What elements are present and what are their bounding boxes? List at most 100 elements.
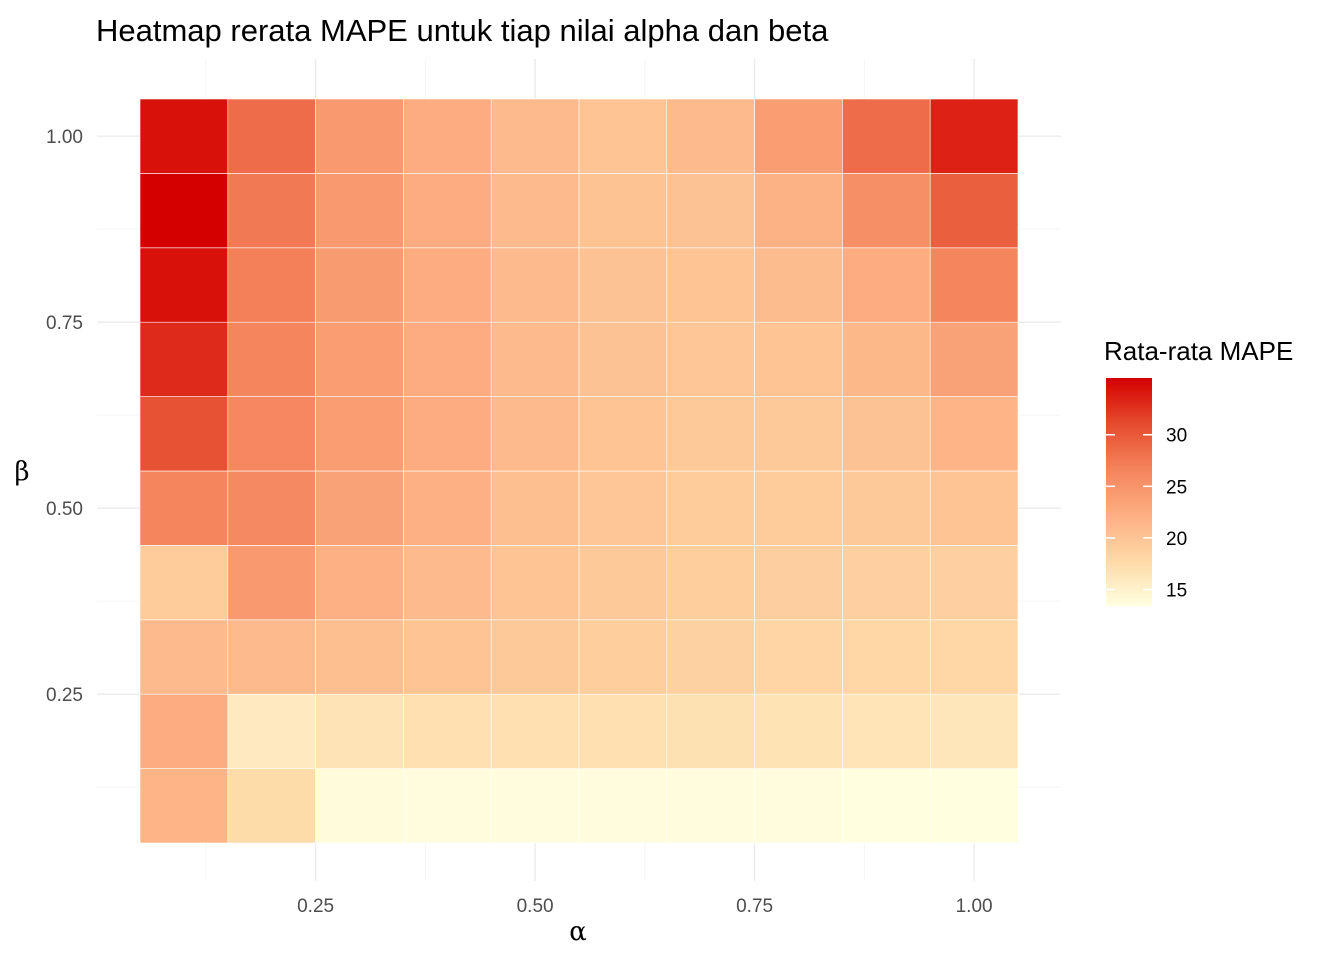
heatmap-cell — [139, 768, 229, 844]
heatmap-cell — [139, 247, 229, 323]
heatmap-cell — [754, 396, 843, 472]
heatmap-cell — [578, 396, 668, 472]
heatmap-cell — [315, 545, 404, 621]
legend: Rata-rata MAPE 30 25 20 15 — [1104, 336, 1293, 606]
heatmap-cell — [754, 173, 843, 249]
heatmap-cell — [754, 545, 843, 621]
heatmap-cell — [666, 619, 755, 695]
heatmap-cell — [929, 396, 1019, 472]
heatmap-cell — [403, 693, 492, 769]
heatmap-cells — [139, 98, 1019, 844]
heatmap-cell — [139, 396, 229, 472]
colorbar-tick-label: 25 — [1166, 477, 1187, 498]
heatmap-cell — [315, 619, 404, 695]
heatmap-cell — [315, 247, 404, 323]
x-tick-label: 1.00 — [956, 896, 993, 917]
heatmap-cell — [666, 470, 755, 546]
heatmap-cell — [754, 321, 843, 397]
y-tick-label: 1.00 — [46, 127, 83, 148]
heatmap-cell — [315, 173, 404, 249]
heatmap-cell — [315, 768, 404, 844]
heatmap-cell — [842, 247, 931, 323]
heatmap-cell — [666, 693, 755, 769]
heatmap-cell — [754, 470, 843, 546]
heatmap-cell — [490, 173, 580, 249]
heatmap-cell — [666, 396, 755, 472]
heatmap-cell — [754, 619, 843, 695]
heatmap-cell — [403, 173, 492, 249]
colorbar — [1106, 378, 1152, 606]
heatmap-cell — [490, 470, 580, 546]
heatmap-cell — [227, 98, 316, 174]
colorbar-tick-label: 30 — [1166, 426, 1187, 447]
heatmap-cell — [403, 321, 492, 397]
heatmap-cell — [227, 321, 316, 397]
heatmap-cell — [227, 247, 316, 323]
colorbar-ticks: 30 25 20 15 — [1106, 426, 1187, 601]
heatmap-cell — [842, 470, 931, 546]
heatmap-cell — [315, 98, 404, 174]
heatmap-cell — [227, 173, 316, 249]
heatmap-cell — [139, 98, 229, 174]
heatmap-cell — [929, 247, 1019, 323]
chart-title: Heatmap rerata MAPE untuk tiap nilai alp… — [96, 13, 829, 48]
heatmap-cell — [315, 470, 404, 546]
heatmap-cell — [929, 768, 1019, 844]
heatmap-cell — [227, 693, 316, 769]
heatmap-cell — [929, 545, 1019, 621]
x-axis-title: α — [569, 917, 587, 947]
heatmap-cell — [666, 247, 755, 323]
heatmap-cell — [666, 321, 755, 397]
heatmap-cell — [227, 470, 316, 546]
heatmap-cell — [490, 693, 580, 769]
heatmap-cell — [842, 98, 931, 174]
heatmap-cell — [754, 247, 843, 323]
heatmap-cell — [842, 321, 931, 397]
heatmap-cell — [842, 619, 931, 695]
heatmap-cell — [315, 693, 404, 769]
heatmap-cell — [842, 545, 931, 621]
heatmap-cell — [490, 98, 580, 174]
heatmap-cell — [490, 768, 580, 844]
heatmap-cell — [842, 768, 931, 844]
heatmap-cell — [403, 470, 492, 546]
heatmap-cell — [929, 619, 1019, 695]
legend-title: Rata-rata MAPE — [1104, 336, 1293, 366]
y-tick-label: 0.50 — [46, 499, 83, 520]
heatmap-cell — [754, 768, 843, 844]
heatmap-cell — [403, 247, 492, 323]
heatmap-cell — [578, 321, 668, 397]
x-axis-ticks: 0.25 0.50 0.75 1.00 — [297, 896, 992, 917]
y-tick-label: 0.25 — [46, 685, 83, 706]
heatmap-cell — [754, 693, 843, 769]
heatmap-cell — [578, 693, 668, 769]
heatmap-cell — [227, 396, 316, 472]
heatmap-cell — [315, 321, 404, 397]
heatmap-cell — [139, 619, 229, 695]
heatmap-cell — [578, 173, 668, 249]
heatmap-cell — [227, 768, 316, 844]
colorbar-tick-label: 15 — [1166, 580, 1187, 601]
x-tick-label: 0.75 — [736, 896, 773, 917]
heatmap-cell — [578, 619, 668, 695]
heatmap-cell — [403, 619, 492, 695]
heatmap-cell — [842, 173, 931, 249]
heatmap-cell — [666, 173, 755, 249]
heatmap-cell — [139, 545, 229, 621]
heatmap-cell — [403, 396, 492, 472]
heatmap-cell — [227, 619, 316, 695]
heatmap-cell — [490, 396, 580, 472]
heatmap-cell — [666, 98, 755, 174]
heatmap-cell — [139, 321, 229, 397]
heatmap-cell — [490, 619, 580, 695]
heatmap-cell — [666, 768, 755, 844]
x-tick-label: 0.25 — [297, 896, 334, 917]
colorbar-tick-label: 20 — [1166, 529, 1187, 550]
heatmap-cell — [929, 98, 1019, 174]
y-tick-label: 0.75 — [46, 313, 83, 334]
heatmap-cell — [929, 173, 1019, 249]
heatmap-cell — [929, 693, 1019, 769]
x-tick-label: 0.50 — [517, 896, 554, 917]
heatmap-cell — [403, 768, 492, 844]
